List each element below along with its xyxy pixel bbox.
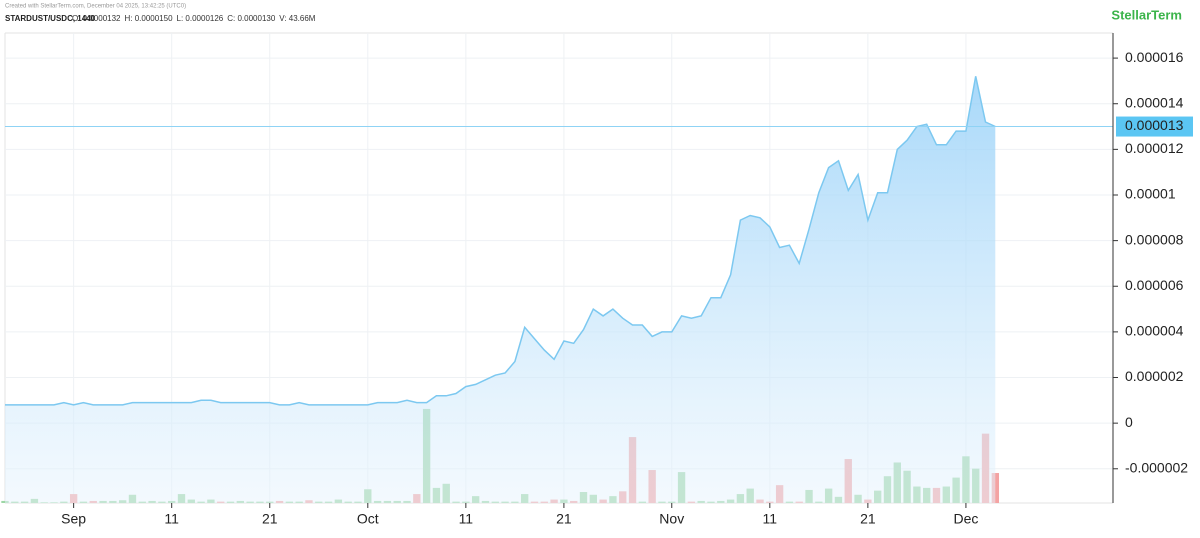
x-tick-label: 21 [860,511,876,527]
y-tick-label: 0.000016 [1125,49,1184,65]
ohlcv-legend: O: 0.0000132 H: 0.0000150 L: 0.0000126 C: 0… [72,14,316,23]
x-tick-label: 11 [164,511,179,527]
volume-bar [991,473,1000,503]
x-tick-label: Oct [357,511,379,527]
y-tick-label: 0.00001 [1125,186,1176,202]
y-tick-label: 0.000014 [1125,94,1184,110]
ohlcv-item: O: 0.0000132 [72,14,121,23]
ohlcv-item: V: 43.66M [279,14,316,23]
x-tick-label: Dec [953,511,978,527]
last-price-box [1116,116,1193,137]
x-tick-label: 21 [556,511,572,527]
created-note: Created with StellarTerm.com, December 0… [5,4,186,10]
y-tick-label: 0.000006 [1125,277,1184,293]
x-tick-label: Nov [659,511,684,527]
price-area [5,76,996,504]
x-tick-label: 11 [459,511,474,527]
y-tick-label: 0.000008 [1125,231,1184,247]
ohlcv-item: H: 0.0000150 [124,14,173,23]
y-tick-label: 0.000004 [1125,323,1184,339]
y-tick-label: 0 [1125,414,1133,430]
last-price-label: 0.000013 [1125,117,1184,133]
brand-logo: StellarTerm [1111,7,1182,22]
x-tick-label: 11 [763,511,778,527]
y-tick-label: 0.000012 [1125,140,1184,156]
ohlcv-item: L: 0.0000126 [177,14,224,23]
symbol: STARDUST/USDC, 1440 [5,14,96,23]
ohlcv-item: C: 0.0000130 [227,14,276,23]
price-line [5,76,996,406]
y-tick-label: -0.000002 [1125,459,1188,475]
x-tick-label: Sep [61,511,86,527]
y-tick-label: 0.000002 [1125,368,1184,384]
x-tick-label: 21 [262,511,278,527]
